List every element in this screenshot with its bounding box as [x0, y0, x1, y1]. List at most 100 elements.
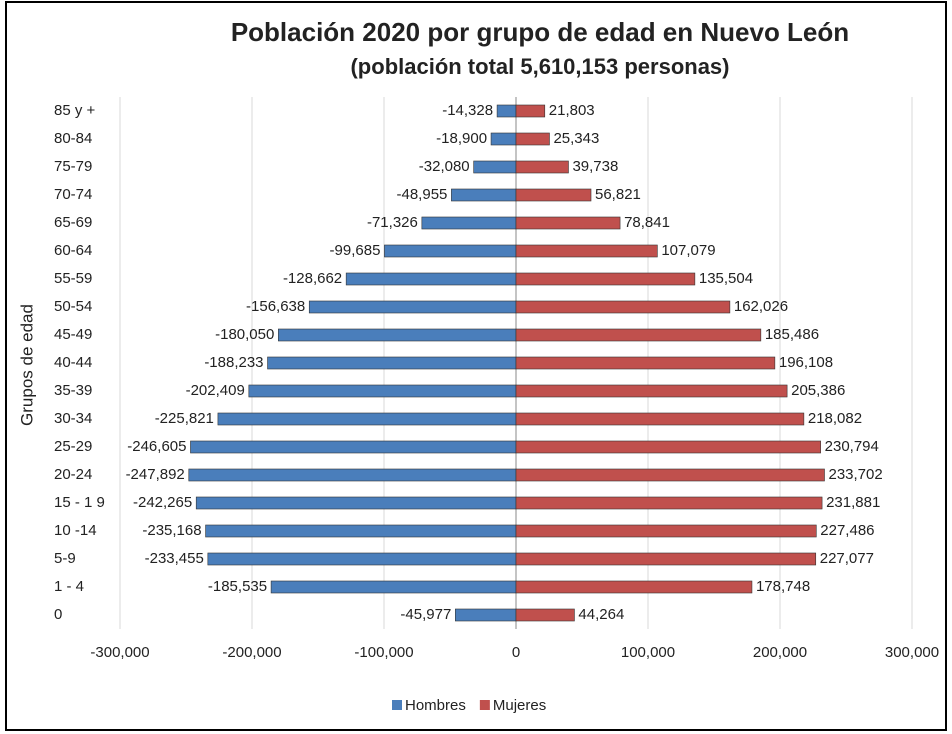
bar — [515, 412, 805, 426]
bar — [515, 608, 575, 622]
bar — [270, 580, 517, 594]
bar — [515, 132, 550, 146]
data-label: -99,685 — [330, 242, 381, 259]
bar — [515, 104, 546, 118]
data-label: -233,455 — [145, 550, 204, 567]
data-label: 185,486 — [765, 326, 819, 343]
data-label: 227,486 — [820, 522, 874, 539]
bar — [451, 188, 517, 202]
data-label: 107,079 — [661, 242, 715, 259]
data-label: -185,535 — [208, 578, 267, 595]
data-label: 25,343 — [553, 130, 599, 147]
data-label: -247,892 — [126, 466, 185, 483]
y-tick-label: 10 -14 — [54, 522, 97, 539]
y-tick-label: 55-59 — [54, 270, 92, 287]
x-tick-label: 100,000 — [621, 644, 675, 661]
data-label: -180,050 — [215, 326, 274, 343]
y-tick-label: 50-54 — [54, 298, 92, 315]
data-label: 56,821 — [595, 186, 641, 203]
bar — [421, 216, 517, 230]
bar — [473, 160, 517, 174]
bar — [248, 384, 517, 398]
bar — [515, 468, 825, 482]
x-tick-label: -300,000 — [90, 644, 149, 661]
bar — [515, 216, 621, 230]
data-label: -242,265 — [133, 494, 192, 511]
data-label: 44,264 — [578, 606, 624, 623]
data-label: 21,803 — [549, 102, 595, 119]
data-label: 196,108 — [779, 354, 833, 371]
x-tick-label: 200,000 — [753, 644, 807, 661]
bar — [496, 104, 517, 118]
bar — [515, 524, 817, 538]
y-tick-label: 70-74 — [54, 186, 92, 203]
y-tick-label: 1 - 4 — [54, 578, 84, 595]
y-axis-label: Grupos de edad — [17, 304, 36, 426]
data-label: 162,026 — [734, 298, 788, 315]
legend-swatch — [392, 700, 402, 710]
bar — [515, 188, 592, 202]
data-label: 135,504 — [699, 270, 753, 287]
y-tick-label: 40-44 — [54, 354, 92, 371]
y-tick-label: 15 - 1 9 — [54, 494, 105, 511]
x-tick-label: -100,000 — [354, 644, 413, 661]
legend-swatch — [479, 700, 490, 710]
data-label: 205,386 — [791, 382, 845, 399]
bar — [515, 272, 696, 286]
y-tick-label: 85 y + — [54, 102, 96, 119]
x-tick-label: 300,000 — [885, 644, 939, 661]
bar — [207, 552, 517, 566]
bar — [188, 468, 517, 482]
x-tick-label: -200,000 — [222, 644, 281, 661]
y-tick-label: 5-9 — [54, 550, 76, 567]
data-label: 178,748 — [756, 578, 810, 595]
data-label: -156,638 — [246, 298, 305, 315]
data-label: 227,077 — [820, 550, 874, 567]
bar — [515, 552, 817, 566]
bar — [515, 356, 776, 370]
y-tick-label: 35-39 — [54, 382, 92, 399]
data-label: -202,409 — [186, 382, 245, 399]
data-label: -71,326 — [367, 214, 418, 231]
bar — [205, 524, 517, 538]
bar — [515, 580, 753, 594]
legend-label: Hombres — [405, 697, 466, 714]
bar — [515, 328, 762, 342]
bar — [515, 384, 788, 398]
data-label: -225,821 — [155, 410, 214, 427]
data-label: -14,328 — [442, 102, 493, 119]
y-tick-label: 60-64 — [54, 242, 92, 259]
bar — [278, 328, 517, 342]
bar — [515, 300, 731, 314]
data-label: -246,605 — [127, 438, 186, 455]
bar — [515, 244, 658, 258]
bar — [455, 608, 517, 622]
y-tick-label: 45-49 — [54, 326, 92, 343]
data-label: 218,082 — [808, 410, 862, 427]
y-tick-label: 20-24 — [54, 466, 92, 483]
bar — [515, 440, 821, 454]
data-label: 230,794 — [825, 438, 879, 455]
bar — [190, 440, 517, 454]
data-label: -45,977 — [400, 606, 451, 623]
bar — [384, 244, 517, 258]
bar — [515, 496, 823, 510]
y-tick-label: 25-29 — [54, 438, 92, 455]
y-tick-label: 30-34 — [54, 410, 92, 427]
bar — [515, 160, 569, 174]
x-tick-label: 0 — [512, 644, 520, 661]
chart-title: Población 2020 por grupo de edad en Nuev… — [231, 17, 849, 47]
chart-subtitle: (población total 5,610,153 personas) — [350, 54, 729, 79]
bar — [195, 496, 517, 510]
bar — [217, 412, 517, 426]
data-label: -188,233 — [204, 354, 263, 371]
bar — [308, 300, 517, 314]
y-tick-label: 75-79 — [54, 158, 92, 175]
bar — [267, 356, 517, 370]
data-label: -18,900 — [436, 130, 487, 147]
bar — [490, 132, 517, 146]
data-label: -235,168 — [142, 522, 201, 539]
data-label: 78,841 — [624, 214, 670, 231]
y-tick-label: 0 — [54, 606, 62, 623]
